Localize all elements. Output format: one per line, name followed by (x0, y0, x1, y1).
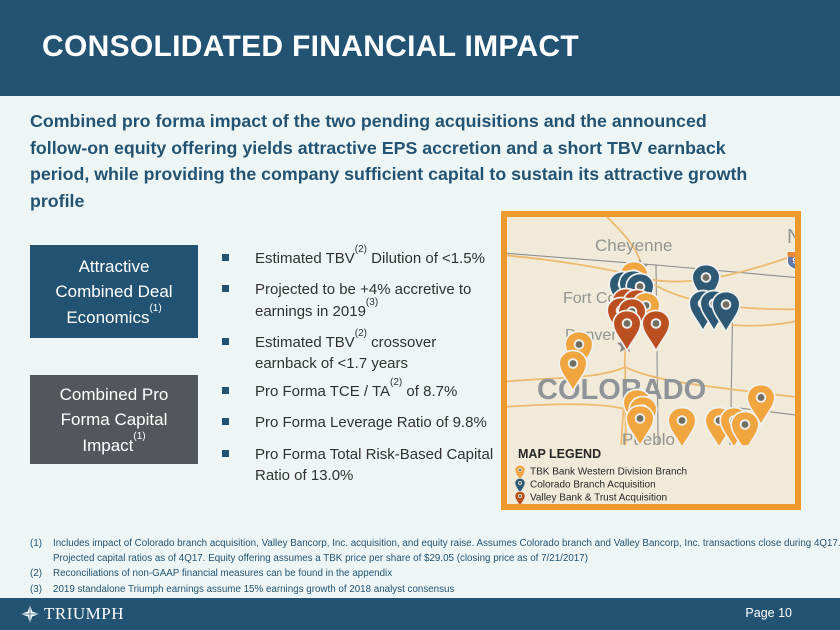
svg-text:N: N (787, 226, 801, 248)
svg-text:Cheyenne: Cheyenne (595, 236, 673, 255)
svg-text:Valley Bank & Trust Acquisitio: Valley Bank & Trust Acquisition (530, 493, 667, 504)
svg-text:90: 90 (793, 257, 801, 266)
svg-text:MAP LEGEND: MAP LEGEND (518, 447, 601, 461)
svg-text:COLORADO: COLORADO (537, 374, 706, 406)
svg-text:Colorado Branch Acquisition: Colorado Branch Acquisition (530, 480, 656, 491)
svg-text:TBK Bank Western Division Bran: TBK Bank Western Division Branch (530, 467, 687, 478)
